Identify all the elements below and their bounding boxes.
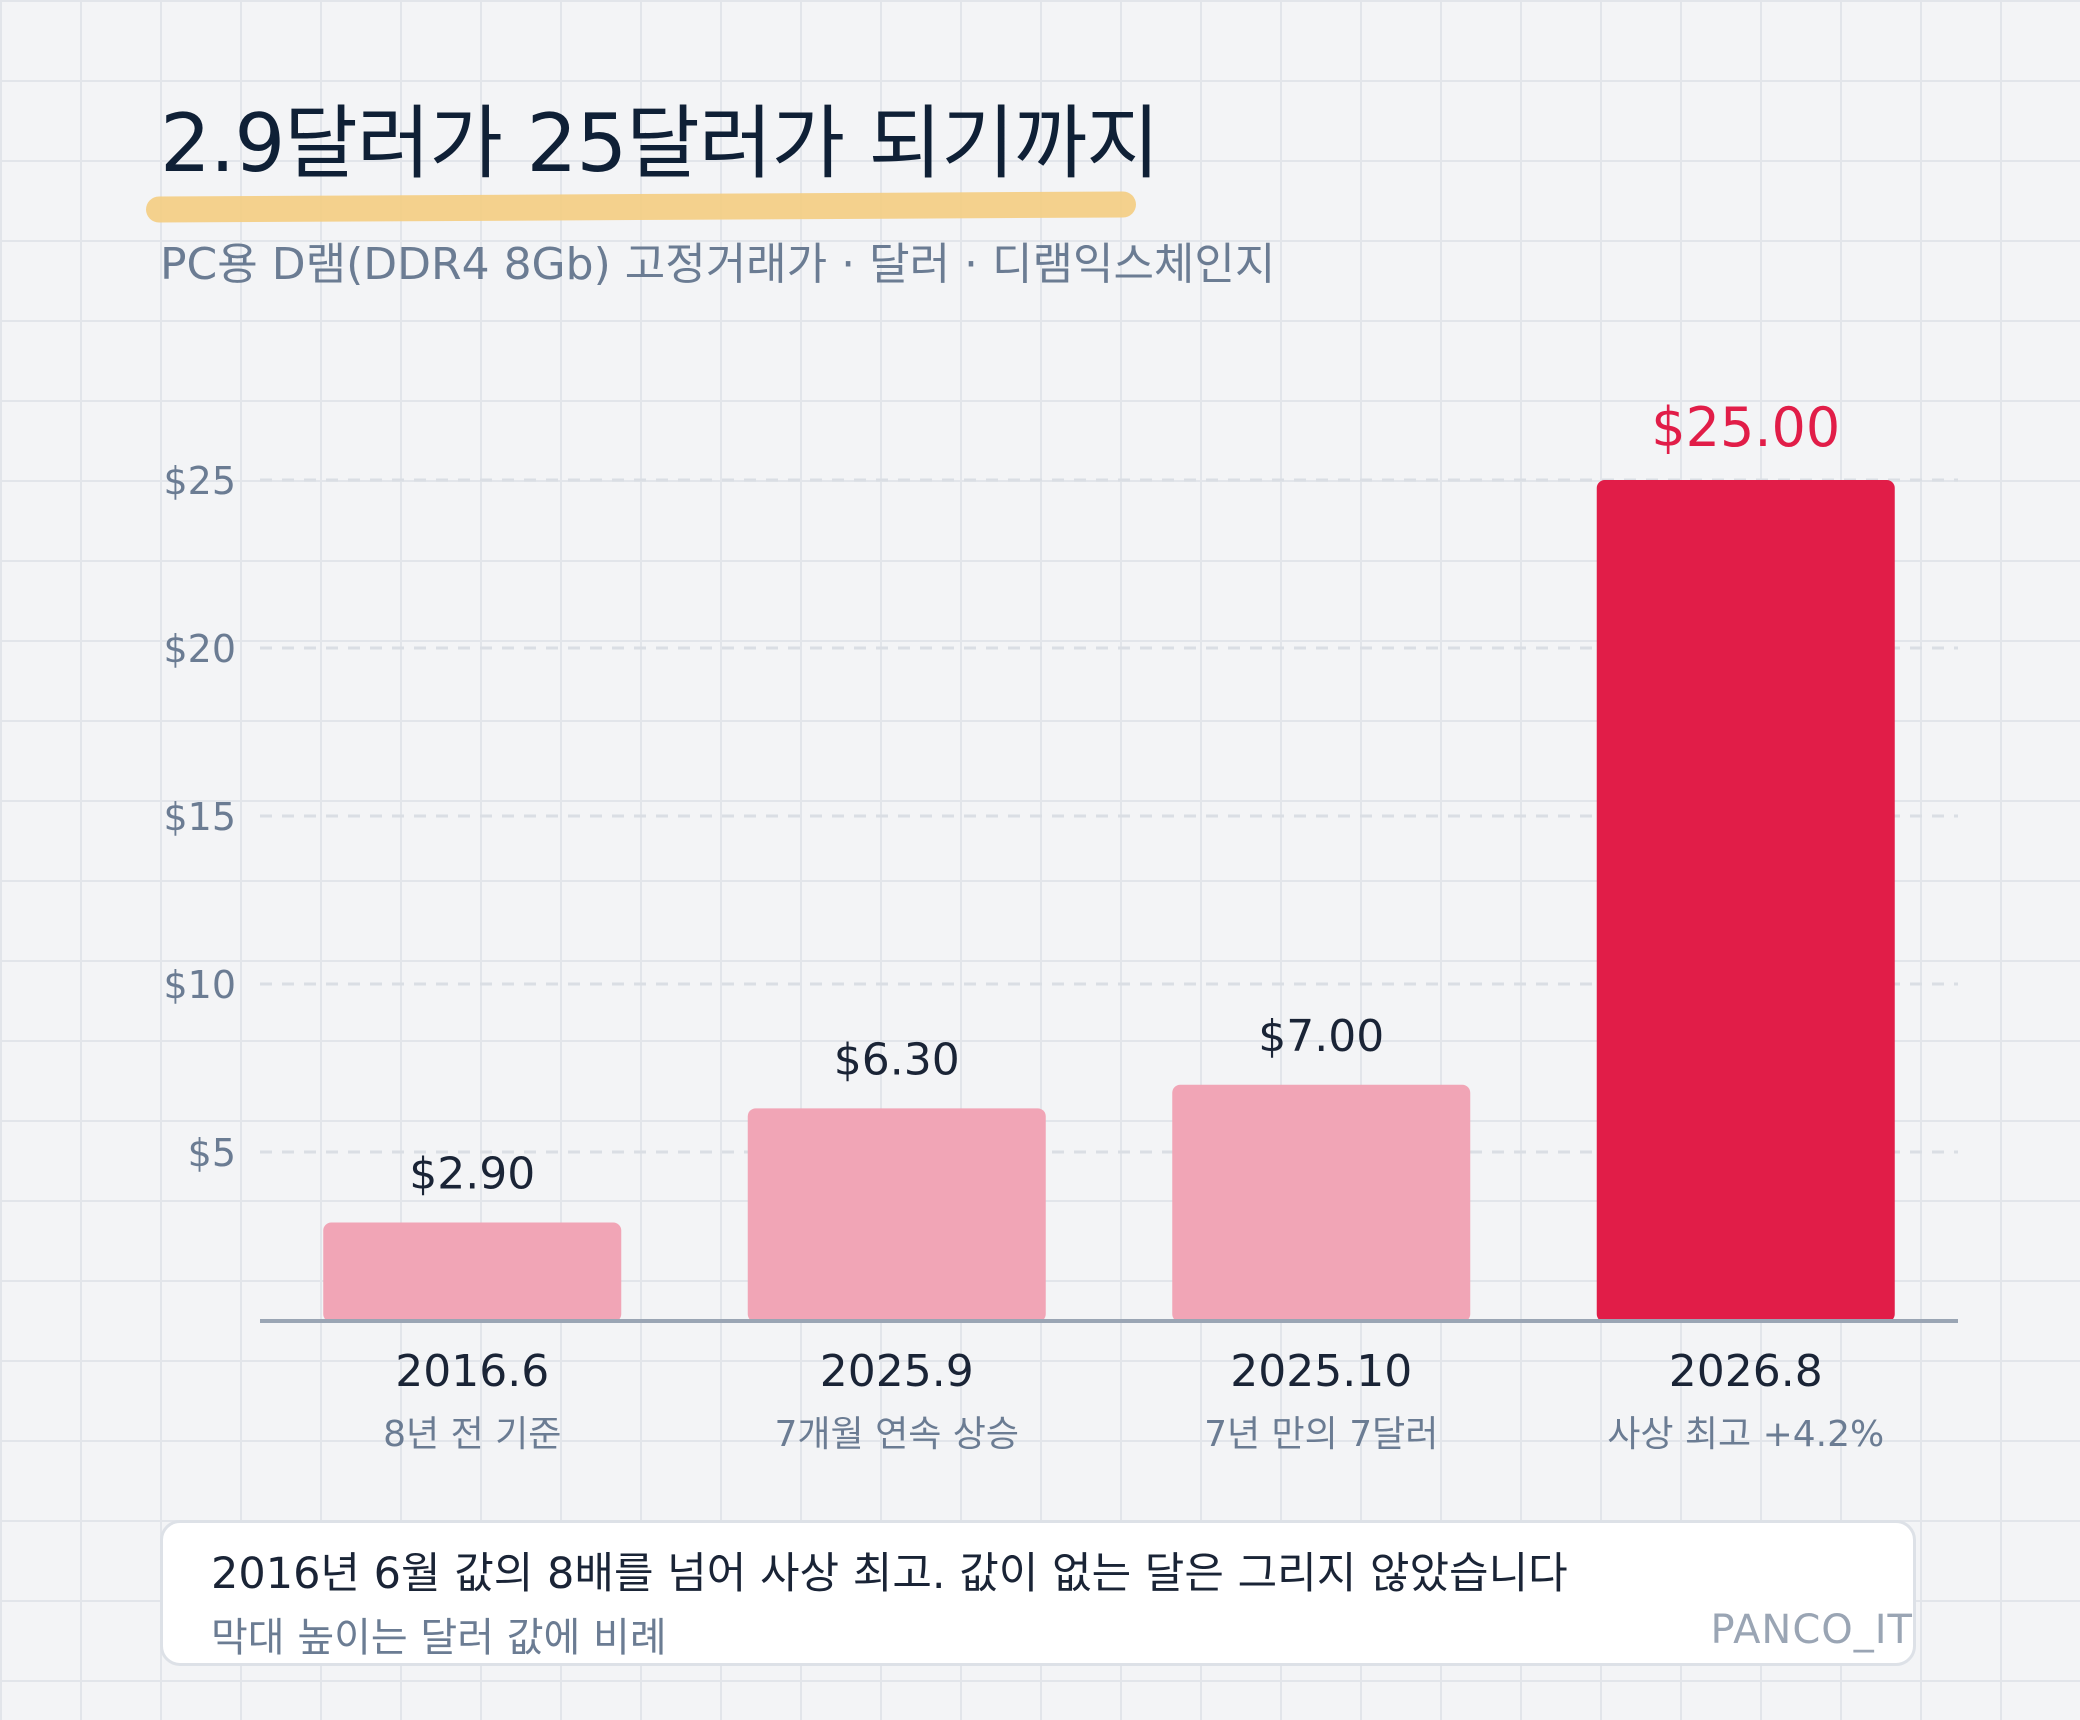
x-tick-label: 2016.6	[395, 1346, 549, 1397]
y-tick-label: $20	[163, 627, 236, 671]
chart-title: 2.9달러가 25달러가 되기까지	[160, 97, 1160, 190]
y-tick-label: $25	[163, 459, 236, 503]
data-label: $6.30	[834, 1034, 960, 1085]
bar-chart: $5 $10 $15 $20 $25 $2.90 2016.6 8년 전 기준 $6.30 202…	[163, 396, 1958, 1455]
footer-subnote: 막대 높이는 달러 값에 비례	[211, 1615, 667, 1661]
y-tick-label: $15	[163, 795, 236, 839]
bar	[323, 1222, 622, 1322]
x-tick-label: 2025.10	[1230, 1346, 1412, 1397]
bar	[747, 1108, 1046, 1322]
x-sublabel: 7개월 연속 상승	[774, 1414, 1019, 1455]
data-label: $25.00	[1651, 396, 1840, 459]
data-label: $7.00	[1258, 1011, 1384, 1062]
x-tick-label: 2025.9	[820, 1346, 974, 1397]
x-tick-label: 2026.8	[1669, 1346, 1823, 1397]
y-tick-label: $5	[188, 1131, 236, 1175]
x-sublabel: 8년 전 기준	[383, 1414, 561, 1455]
bar	[1596, 480, 1895, 1322]
data-label: $2.90	[409, 1149, 535, 1200]
brand-watermark: PANCO_IT	[1710, 1607, 1913, 1653]
footer-note-box: 2016년 6월 값의 8배를 넘어 사상 최고. 값이 없는 달은 그리지 않…	[160, 1520, 1916, 1666]
footer-note: 2016년 6월 값의 8배를 넘어 사상 최고. 값이 없는 달은 그리지 않…	[211, 1549, 1568, 1599]
y-tick-label: $10	[163, 963, 236, 1007]
bar	[1172, 1084, 1471, 1322]
x-sublabel: 사상 최고 +4.2%	[1607, 1414, 1884, 1455]
chart-subtitle: PC용 D램(DDR4 8Gb) 고정거래가 · 달러 · 디램익스체인지	[160, 239, 1276, 290]
x-sublabel: 7년 만의 7달러	[1204, 1414, 1438, 1455]
